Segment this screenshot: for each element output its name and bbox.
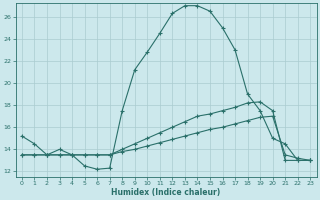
X-axis label: Humidex (Indice chaleur): Humidex (Indice chaleur) — [111, 188, 221, 197]
